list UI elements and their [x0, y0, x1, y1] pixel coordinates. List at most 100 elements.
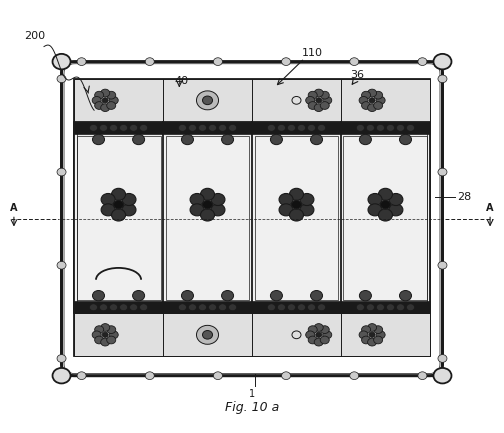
- Circle shape: [361, 102, 370, 110]
- Circle shape: [140, 124, 148, 131]
- Circle shape: [203, 96, 213, 105]
- Circle shape: [219, 304, 227, 311]
- Circle shape: [376, 97, 385, 104]
- Circle shape: [282, 372, 291, 380]
- Circle shape: [282, 58, 291, 65]
- Circle shape: [367, 338, 376, 346]
- Circle shape: [376, 331, 385, 339]
- Circle shape: [300, 194, 314, 206]
- Bar: [74, 122, 430, 313]
- Circle shape: [307, 124, 316, 131]
- Circle shape: [368, 194, 382, 206]
- Circle shape: [229, 124, 236, 131]
- Text: Fig. 10 a: Fig. 10 a: [225, 401, 279, 414]
- Circle shape: [361, 336, 370, 344]
- Circle shape: [130, 304, 138, 311]
- Circle shape: [122, 194, 136, 206]
- Circle shape: [277, 304, 285, 311]
- Circle shape: [308, 102, 317, 110]
- Circle shape: [101, 104, 110, 112]
- Circle shape: [356, 304, 364, 311]
- Circle shape: [188, 304, 197, 311]
- Circle shape: [101, 89, 110, 97]
- Circle shape: [359, 134, 371, 145]
- Bar: [74, 122, 430, 134]
- Circle shape: [92, 331, 101, 339]
- Circle shape: [318, 304, 326, 311]
- Circle shape: [111, 188, 125, 200]
- Circle shape: [397, 124, 405, 131]
- Circle shape: [101, 338, 110, 346]
- Circle shape: [92, 97, 101, 104]
- Circle shape: [306, 97, 314, 104]
- Bar: [77, 124, 427, 311]
- Circle shape: [109, 124, 117, 131]
- Circle shape: [199, 304, 207, 311]
- Circle shape: [308, 336, 317, 344]
- Circle shape: [203, 330, 213, 339]
- Bar: [74, 79, 430, 122]
- Circle shape: [107, 336, 116, 344]
- Circle shape: [359, 291, 371, 301]
- Circle shape: [308, 326, 317, 333]
- Circle shape: [407, 124, 414, 131]
- Bar: [74, 79, 430, 356]
- Text: 200: 200: [24, 31, 45, 41]
- Circle shape: [90, 124, 97, 131]
- Circle shape: [373, 91, 383, 99]
- Circle shape: [316, 332, 322, 337]
- Circle shape: [387, 304, 395, 311]
- Circle shape: [57, 75, 66, 83]
- Circle shape: [320, 336, 329, 344]
- Circle shape: [133, 134, 145, 145]
- Circle shape: [140, 304, 148, 311]
- Circle shape: [130, 124, 138, 131]
- Circle shape: [367, 104, 376, 112]
- Circle shape: [95, 102, 104, 110]
- Circle shape: [57, 168, 66, 176]
- Text: 36: 36: [350, 70, 364, 80]
- Circle shape: [102, 98, 108, 103]
- Circle shape: [350, 58, 359, 65]
- Circle shape: [93, 291, 104, 301]
- Circle shape: [359, 97, 368, 104]
- Circle shape: [366, 124, 374, 131]
- Circle shape: [373, 102, 383, 110]
- Bar: [343, 136, 427, 300]
- Circle shape: [369, 332, 375, 337]
- Circle shape: [438, 355, 447, 362]
- Circle shape: [438, 168, 447, 176]
- Circle shape: [222, 291, 233, 301]
- Circle shape: [95, 336, 104, 344]
- Circle shape: [145, 372, 154, 380]
- Circle shape: [433, 368, 452, 384]
- Circle shape: [376, 304, 385, 311]
- Circle shape: [323, 331, 332, 339]
- Circle shape: [111, 209, 125, 221]
- Circle shape: [209, 304, 217, 311]
- Circle shape: [400, 291, 411, 301]
- Circle shape: [213, 372, 222, 380]
- Circle shape: [379, 188, 393, 200]
- Circle shape: [310, 291, 323, 301]
- Bar: [74, 301, 430, 313]
- Circle shape: [367, 89, 376, 97]
- Circle shape: [122, 204, 136, 216]
- Circle shape: [359, 331, 368, 339]
- Circle shape: [306, 331, 314, 339]
- Circle shape: [387, 124, 395, 131]
- Circle shape: [389, 194, 403, 206]
- Circle shape: [77, 372, 86, 380]
- Circle shape: [279, 194, 293, 206]
- Circle shape: [407, 304, 414, 311]
- Circle shape: [277, 124, 285, 131]
- Circle shape: [145, 58, 154, 65]
- Circle shape: [397, 304, 405, 311]
- Circle shape: [291, 200, 301, 209]
- Circle shape: [107, 326, 116, 333]
- Circle shape: [201, 209, 215, 221]
- Circle shape: [188, 124, 197, 131]
- Circle shape: [381, 200, 391, 209]
- Circle shape: [95, 91, 104, 99]
- Circle shape: [119, 124, 128, 131]
